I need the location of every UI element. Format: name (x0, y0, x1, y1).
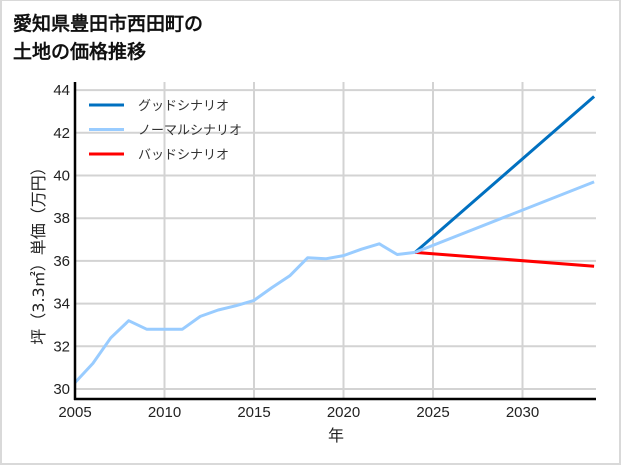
x-tick-label: 2025 (416, 404, 449, 421)
series-line (414, 250, 595, 268)
series-line (73, 242, 416, 384)
x-tick-label: 2015 (237, 404, 270, 421)
legend-label: バッドシナリオ (138, 148, 229, 163)
x-tick-label: 2005 (58, 404, 91, 421)
y-axis-label: 坪（3.3㎡）単価（万円） (29, 159, 48, 344)
y-tick-label: 32 (53, 338, 70, 355)
x-tick-label: 2020 (327, 404, 360, 421)
x-tick-label: 2030 (506, 404, 539, 421)
series-line (414, 95, 596, 254)
y-tick-label: 44 (53, 82, 70, 99)
y-tick-label: 30 (53, 381, 70, 398)
legend-label: グッドシナリオ (138, 99, 229, 114)
title-line-2: 土地の価格推移 (13, 41, 147, 63)
data-lines (73, 95, 596, 384)
y-tick-label: 40 (53, 168, 70, 185)
title-line-1: 愛知県豊田市西田町の (13, 13, 204, 35)
series-line (414, 180, 595, 254)
legend-label: ノーマルシナリオ (138, 124, 242, 139)
x-axis-label: 年 (328, 426, 344, 445)
y-tick-label: 42 (53, 125, 70, 142)
y-tick-label: 38 (53, 210, 70, 227)
y-tick-label: 36 (53, 253, 70, 270)
y-tick-label: 34 (53, 296, 70, 313)
grid-lines (75, 82, 596, 399)
axes (73, 82, 596, 401)
x-tick-label: 2010 (148, 404, 181, 421)
tick-labels: 30 32 34 36 38 40 42 44 2005 2010 2015 2020 2025 2030 (53, 82, 539, 421)
chart-title: 愛知県豊田市西田町の 土地の価格推移 (13, 10, 203, 66)
